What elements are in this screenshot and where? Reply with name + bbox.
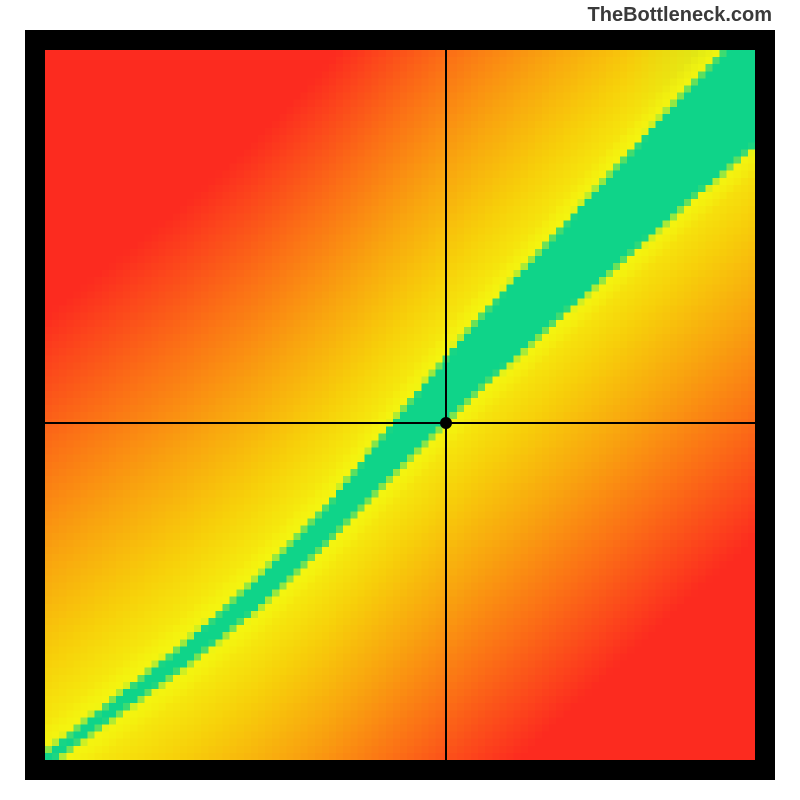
attribution-text: TheBottleneck.com [588,4,772,27]
crosshair-marker [440,417,452,429]
chart-container: { "attribution": { "text": "TheBottlenec… [0,0,800,800]
plot-inner [45,50,755,760]
crosshair-horizontal [45,422,755,424]
crosshair-vertical [445,50,447,760]
plot-frame [25,30,775,780]
heatmap-canvas [45,50,755,760]
